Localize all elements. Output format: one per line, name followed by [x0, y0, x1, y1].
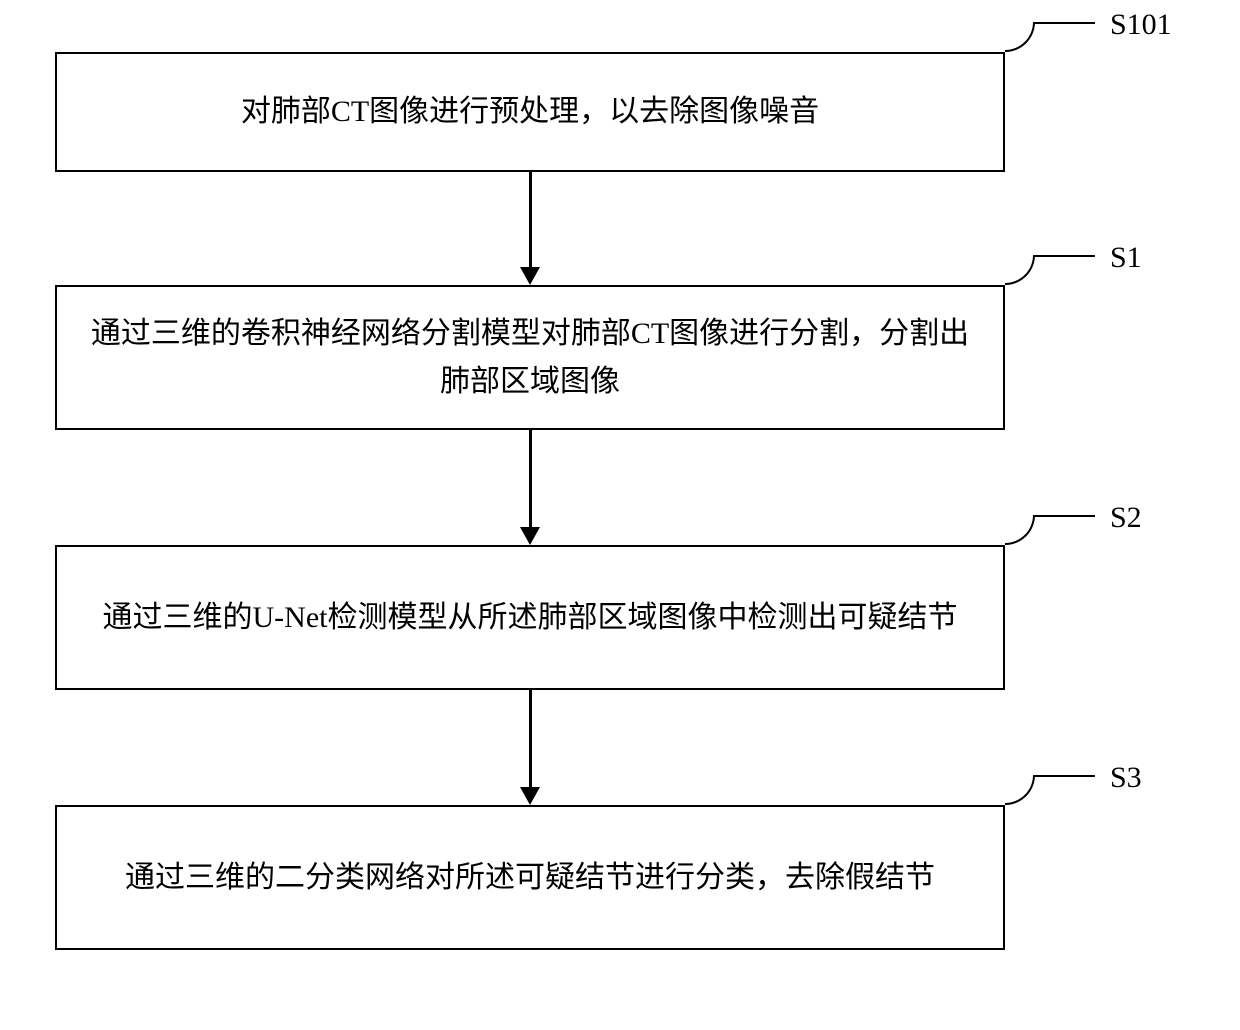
arrow-head-2 [520, 527, 540, 545]
step-box-s101: 对肺部CT图像进行预处理，以去除图像噪音 [55, 52, 1005, 172]
callout-curve-s101 [1005, 22, 1035, 52]
flowchart-container: 对肺部CT图像进行预处理，以去除图像噪音 S101 通过三维的卷积神经网络分割模… [0, 0, 1240, 1030]
step-label-s1: S1 [1110, 241, 1142, 275]
callout-line-s101 [1035, 22, 1095, 24]
callout-line-s2 [1035, 515, 1095, 517]
step-box-s3: 通过三维的二分类网络对所述可疑结节进行分类，去除假结节 [55, 805, 1005, 950]
step-label-s3: S3 [1110, 761, 1142, 795]
callout-line-s1 [1035, 255, 1095, 257]
arrow-line-1 [529, 172, 532, 267]
step-label-s2: S2 [1110, 501, 1142, 535]
callout-curve-s3 [1005, 775, 1035, 805]
arrow-line-3 [529, 690, 532, 787]
arrow-head-3 [520, 787, 540, 805]
step-text-s1: 通过三维的卷积神经网络分割模型对肺部CT图像进行分割，分割出肺部区域图像 [81, 310, 979, 406]
step-text-s3: 通过三维的二分类网络对所述可疑结节进行分类，去除假结节 [125, 854, 935, 902]
arrow-line-2 [529, 430, 532, 527]
step-box-s1: 通过三维的卷积神经网络分割模型对肺部CT图像进行分割，分割出肺部区域图像 [55, 285, 1005, 430]
step-label-s101: S101 [1110, 8, 1172, 42]
arrow-head-1 [520, 267, 540, 285]
step-text-s2: 通过三维的U-Net检测模型从所述肺部区域图像中检测出可疑结节 [103, 594, 958, 642]
callout-curve-s1 [1005, 255, 1035, 285]
callout-curve-s2 [1005, 515, 1035, 545]
callout-line-s3 [1035, 775, 1095, 777]
step-text-s101: 对肺部CT图像进行预处理，以去除图像噪音 [241, 88, 819, 136]
step-box-s2: 通过三维的U-Net检测模型从所述肺部区域图像中检测出可疑结节 [55, 545, 1005, 690]
